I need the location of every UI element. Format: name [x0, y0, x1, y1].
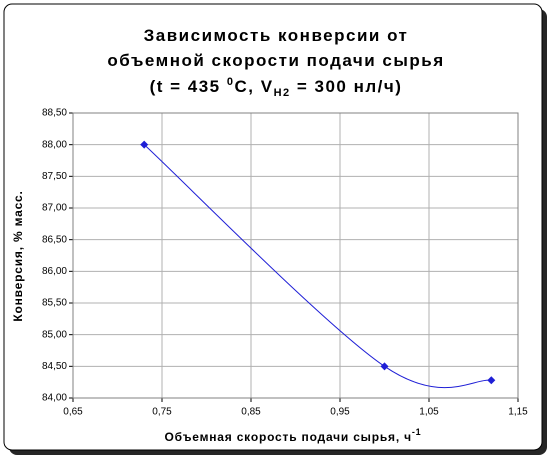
chart-title: Зависимость конверсии от [144, 26, 409, 45]
marker [487, 376, 496, 385]
chart-title: объемной скорости подачи сырья [107, 51, 444, 70]
x-label-sup: -1 [412, 427, 422, 437]
x-tick-label: 0,65 [63, 407, 83, 418]
x-tick-label: 0,85 [241, 407, 261, 418]
y-tick-label: 88,50 [42, 108, 67, 119]
title-part: = 300 нл/ч) [291, 77, 403, 96]
x-axis-label: Объемная скорость подачи сырья, ч-1 [165, 427, 422, 444]
x-tick-label: 1,15 [508, 407, 528, 418]
x-label-text: Объемная скорость подачи сырья, ч [165, 430, 412, 444]
y-tick-label: 88,00 [42, 139, 67, 150]
line [143, 144, 492, 389]
y-tick-label: 84,00 [42, 393, 67, 404]
y-tick-label: 87,50 [42, 171, 67, 182]
y-tick-label: 85,00 [42, 329, 67, 340]
y-tick-label: 84,50 [42, 361, 67, 372]
plot-area [72, 112, 519, 399]
x-tick-label: 1,05 [419, 407, 439, 418]
y-tick-label: 86,50 [42, 234, 67, 245]
title-part: (t = 435 [150, 77, 227, 96]
y-tick-label: 86,00 [42, 266, 67, 277]
title-part: C, V [235, 77, 274, 96]
x-tick-label: 0,75 [152, 407, 172, 418]
marker [140, 140, 149, 149]
y-tick-label: 87,00 [42, 203, 67, 214]
y-tick-label: 85,50 [42, 298, 67, 309]
frame [3, 3, 543, 451]
chart-title: (t = 435 0C, VH2 = 300 нл/ч) [150, 76, 403, 99]
y-axis-label: Конверсия, % масс. [11, 190, 25, 321]
title-sub: H2 [274, 87, 291, 99]
marker [380, 362, 389, 371]
x-tick-label: 0,95 [330, 407, 350, 418]
title-sup: 0 [227, 76, 235, 88]
